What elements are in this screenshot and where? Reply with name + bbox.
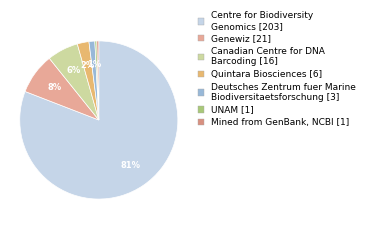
Wedge shape [89, 41, 99, 120]
Text: 2%: 2% [81, 61, 95, 70]
Wedge shape [95, 41, 99, 120]
Wedge shape [49, 44, 99, 120]
Wedge shape [20, 41, 178, 199]
Text: 6%: 6% [66, 66, 81, 75]
Text: 81%: 81% [120, 161, 140, 170]
Wedge shape [25, 58, 99, 120]
Wedge shape [77, 42, 99, 120]
Legend: Centre for Biodiversity
Genomics [203], Genewiz [21], Canadian Centre for DNA
Ba: Centre for Biodiversity Genomics [203], … [198, 11, 356, 127]
Text: 8%: 8% [47, 83, 61, 92]
Text: 1%: 1% [87, 60, 101, 69]
Wedge shape [97, 41, 99, 120]
